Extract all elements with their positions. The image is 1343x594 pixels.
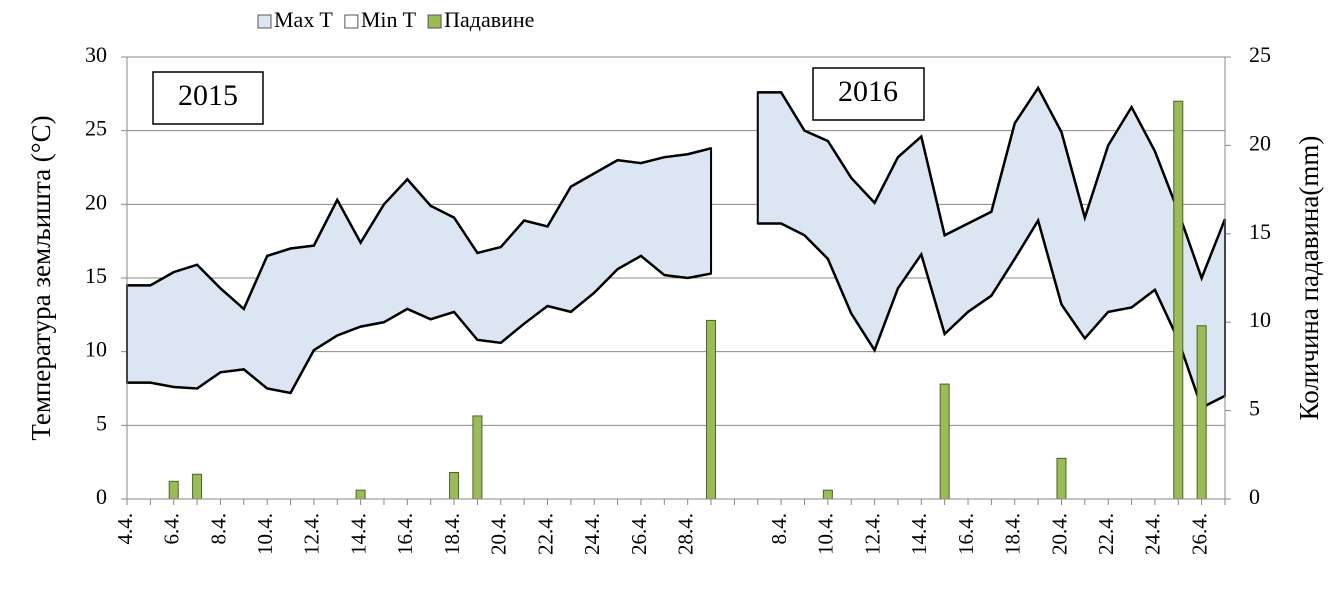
legend-swatch — [344, 14, 359, 29]
x-tick-label: 8.4. — [767, 513, 791, 545]
band-fill — [126, 147, 713, 395]
y-tick-label: 15 — [85, 263, 107, 288]
bar — [472, 415, 483, 500]
x-tick-label: 16.4. — [393, 513, 417, 555]
x-tick-label: 28.4. — [673, 513, 697, 555]
x-tick-label: 26.4. — [627, 513, 651, 555]
bar — [355, 489, 366, 500]
x-tick-label: 16.4. — [954, 513, 978, 555]
legend-swatch — [257, 14, 272, 29]
x-tick-label: 10.4. — [253, 513, 277, 555]
legend-swatch — [427, 14, 442, 29]
x-tick-label: 24.4. — [1141, 513, 1165, 555]
line — [127, 85, 1227, 312]
x-tick-label: 22.4. — [1094, 513, 1118, 555]
bar — [1173, 100, 1184, 500]
x-tick-label: 6.4. — [160, 513, 184, 545]
x-tick-label: 24.4. — [580, 513, 604, 555]
x-tick-label: 14.4. — [346, 513, 370, 555]
y-tick-label: 20 — [85, 189, 107, 214]
y2-tick-label: 20 — [1249, 130, 1271, 155]
x-tick-label: 20.4. — [487, 513, 511, 555]
band-fill — [756, 85, 1226, 410]
bar — [168, 480, 179, 500]
bar — [192, 473, 203, 500]
y2-tick-label: 15 — [1249, 219, 1271, 244]
x-tick-label: 8.4. — [206, 513, 230, 545]
annotation-box — [812, 67, 925, 121]
annotation-box — [152, 71, 264, 125]
y2-tick-label: 0 — [1249, 484, 1260, 509]
x-tick-label: 20.4. — [1047, 513, 1071, 555]
y-tick-label: 10 — [85, 337, 107, 362]
x-tick-label: 4.4. — [113, 513, 137, 545]
legend-label: Max T — [274, 7, 333, 32]
bar — [822, 489, 833, 500]
bar — [1056, 457, 1067, 500]
bar — [706, 319, 717, 500]
bar — [449, 471, 460, 500]
x-tick-label: 26.4. — [1187, 513, 1211, 555]
bar — [1196, 325, 1207, 500]
x-tick-label: 10.4. — [814, 513, 838, 555]
x-tick-label: 12.4. — [860, 513, 884, 555]
legend-label: Падавине — [444, 7, 534, 32]
x-tick-label: 14.4. — [907, 513, 931, 555]
x-tick-label: 18.4. — [440, 513, 464, 555]
bar — [939, 383, 950, 500]
y2-axis-label: Количина падавина(mm) — [1294, 136, 1324, 421]
y2-tick-label: 5 — [1249, 396, 1260, 421]
y-tick-label: 5 — [96, 410, 107, 435]
line — [127, 217, 1226, 410]
legend-label: Min T — [361, 7, 417, 32]
y-tick-label: 30 — [85, 42, 107, 67]
x-tick-label: 18.4. — [1001, 513, 1025, 555]
y-axis-label: Температура земљишта (°C) — [26, 115, 56, 440]
x-tick-label: 22.4. — [533, 513, 557, 555]
x-tick-label: 12.4. — [300, 513, 324, 555]
annotation: 2016 — [838, 75, 898, 108]
y-tick-label: 0 — [96, 484, 107, 509]
y2-tick-label: 25 — [1249, 42, 1271, 67]
y-tick-label: 25 — [85, 116, 107, 141]
annotation: 2015 — [178, 79, 238, 112]
y2-tick-label: 10 — [1249, 307, 1271, 332]
